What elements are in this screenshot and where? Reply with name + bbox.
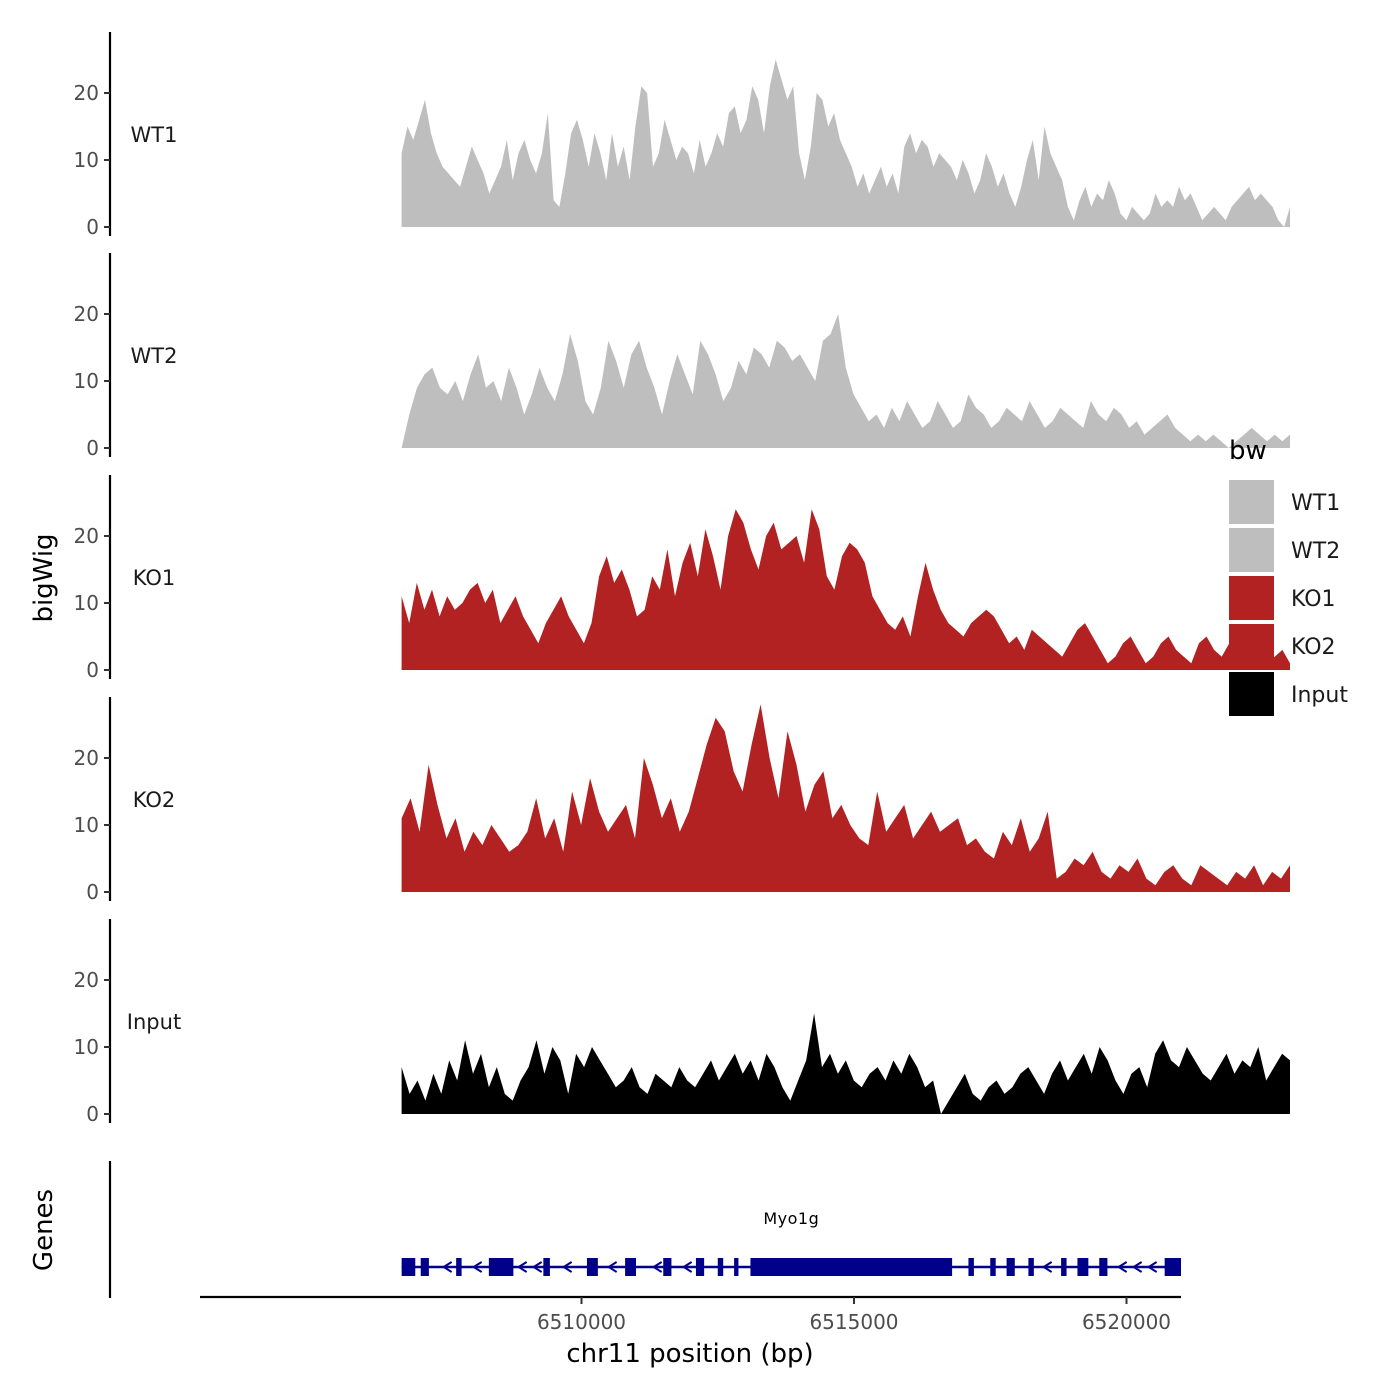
track-ko1: 0 10 20 KO1 [74, 475, 1291, 682]
track-label-wt1: WT1 [131, 123, 178, 147]
y-tick-label: 20 [74, 81, 99, 105]
y-axis-title: bigWig [29, 533, 59, 622]
y-tick-label: 20 [74, 302, 99, 326]
gene-exon [543, 1258, 550, 1276]
y-tick-label: 20 [74, 746, 99, 770]
track-ko2: 0 10 20 KO2 [74, 697, 1291, 904]
y-tick-label: 10 [74, 148, 99, 172]
legend-title: bw [1229, 436, 1267, 466]
y-tick-label: 20 [74, 524, 99, 548]
gene-exon [1164, 1258, 1181, 1276]
track-label-wt2: WT2 [131, 344, 178, 368]
x-tick-label: 6515000 [809, 1310, 898, 1334]
area-input [401, 1013, 1291, 1114]
strand-arrow [651, 1261, 663, 1273]
y-tick-label: 0 [86, 436, 99, 460]
gene-exon [1077, 1258, 1089, 1276]
y-tick-label: 20 [74, 968, 99, 992]
gene-exon [625, 1258, 636, 1276]
legend-label-wt2: WT2 [1291, 539, 1340, 564]
y-tick-label: 0 [86, 658, 99, 682]
y-tick-label: 0 [86, 880, 99, 904]
gene-myo1g: Myo1g [401, 1209, 1181, 1276]
track-wt2: 0 10 20 WT2 [74, 253, 1291, 460]
strand-arrow [681, 1261, 693, 1273]
strand-arrow [561, 1261, 573, 1273]
strand-arrow [1116, 1261, 1128, 1273]
track-label-ko2: KO2 [133, 788, 176, 812]
y-tick-label: 10 [74, 369, 99, 393]
legend-label-input: Input [1291, 683, 1348, 708]
x-tick-label: 6520000 [1082, 1310, 1171, 1334]
gene-name-label: Myo1g [763, 1209, 819, 1228]
strand-arrow [441, 1261, 453, 1273]
track-input: 0 10 20 Input [74, 919, 1291, 1126]
legend-label-ko1: KO1 [1291, 587, 1336, 612]
gene-exon [968, 1258, 974, 1276]
x-axis: 6510000 6515000 6520000 [200, 1295, 1181, 1334]
y-tick-label: 10 [74, 813, 99, 837]
gene-exon [750, 1258, 953, 1276]
strand-arrow [471, 1261, 483, 1273]
gene-exon [990, 1258, 996, 1276]
y-tick-label: 0 [86, 1102, 99, 1126]
signal-tracks: 0 10 20 WT1 0 10 20 WT2 0 10 20 KO1 0 10 20 KO2 0 10 20 Inp… [74, 32, 1291, 1126]
strand-arrow [516, 1261, 528, 1273]
area-ko2 [401, 704, 1291, 892]
area-wt2 [401, 314, 1291, 448]
strand-arrow [531, 1261, 543, 1273]
legend-key-ko2 [1229, 624, 1274, 668]
gene-exon [734, 1258, 739, 1276]
legend-key-wt2 [1229, 528, 1274, 572]
gene-exon [1099, 1258, 1108, 1276]
strand-arrow [1041, 1261, 1053, 1273]
gene-exon [1006, 1258, 1015, 1276]
gene-exon [420, 1258, 429, 1276]
gene-exon [663, 1258, 672, 1276]
legend-label-ko2: KO2 [1291, 635, 1336, 660]
gene-exon [401, 1258, 416, 1276]
y-tick-label: 10 [74, 591, 99, 615]
gene-exon [1061, 1258, 1067, 1276]
y-tick-label: 10 [74, 1035, 99, 1059]
legend-label-wt1: WT1 [1291, 491, 1340, 516]
track-wt1: 0 10 20 WT1 [74, 32, 1291, 239]
track-label-input: Input [127, 1010, 181, 1034]
gene-exon [456, 1258, 462, 1276]
legend-key-input [1229, 672, 1274, 716]
gene-exon [586, 1258, 598, 1276]
legend: bw WT1 WT2 KO1 KO2 Input [1229, 436, 1348, 716]
x-tick-label: 6510000 [537, 1310, 626, 1334]
area-wt1 [401, 59, 1291, 227]
strand-arrow [606, 1261, 618, 1273]
strand-arrow [1146, 1261, 1158, 1273]
area-ko1 [401, 509, 1291, 670]
legend-key-wt1 [1229, 480, 1274, 524]
gene-exon [695, 1258, 705, 1276]
gene-panel: Myo1g [108, 1161, 1181, 1298]
x-axis-title: chr11 position (bp) [566, 1339, 813, 1369]
track-label-ko1: KO1 [133, 566, 176, 590]
gene-exon [1028, 1258, 1034, 1276]
strand-arrow [1131, 1261, 1143, 1273]
gene-exon [717, 1258, 724, 1276]
y-tick-label: 0 [86, 215, 99, 239]
gene-exon [488, 1258, 514, 1276]
legend-key-ko1 [1229, 576, 1274, 620]
genes-axis-title: Genes [29, 1189, 59, 1271]
